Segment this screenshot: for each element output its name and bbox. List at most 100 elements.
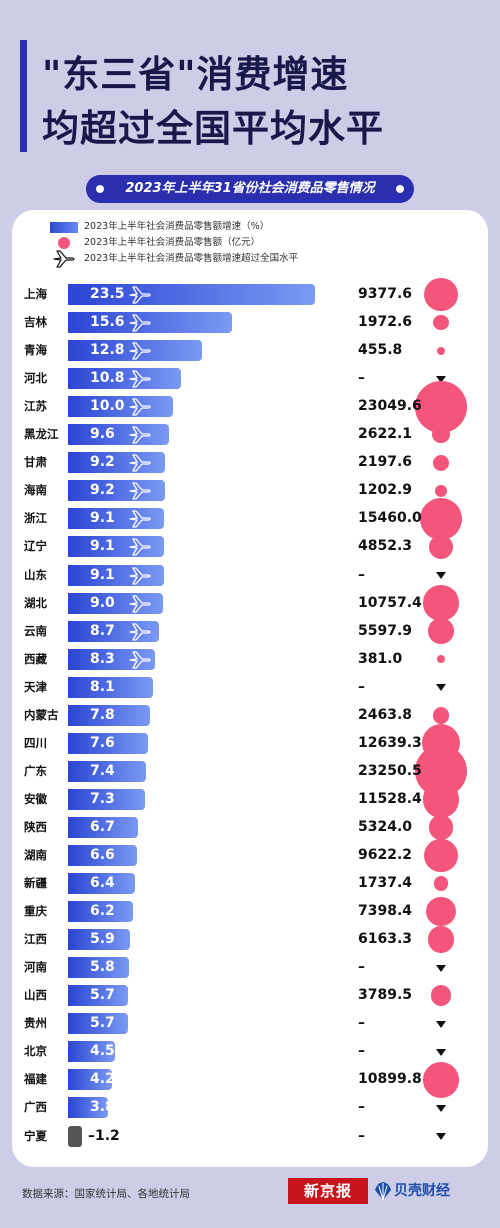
retail-bubble (424, 277, 458, 311)
title-accent-bar (20, 40, 27, 152)
subtitle-dot-left (96, 185, 104, 193)
legend-above-label: 2023年上半年社会消费品零售额增速超过全国水平 (84, 253, 299, 264)
beike-shell-icon (375, 1182, 391, 1201)
airplane-icon (129, 482, 151, 500)
province-label: 江西 (24, 932, 47, 947)
airplane-icon (129, 314, 151, 332)
growth-value-label: 4.2 (90, 1071, 115, 1088)
retail-bubble (428, 815, 454, 840)
province-label: 吉林 (24, 315, 47, 330)
retail-bubble (415, 380, 467, 433)
airplane-icon (129, 342, 151, 360)
province-label: 广西 (24, 1100, 47, 1115)
retail-bubble (422, 781, 460, 818)
page-title-line1: "东三省"消费增速 (42, 53, 349, 96)
retail-value-label: 381.0 (358, 650, 403, 667)
province-label: 海南 (24, 483, 47, 498)
growth-value-label: 8.7 (90, 622, 115, 639)
retail-bubble (433, 454, 449, 471)
retail-value-label: 5597.9 (358, 622, 413, 639)
missing-data-marker (436, 964, 446, 972)
chart-subtitle: 2023年上半年31省份社会消费品零售情况 (125, 181, 375, 196)
growth-value-label: 8.1 (90, 678, 115, 695)
retail-bubble (429, 535, 453, 559)
airplane-icon (53, 250, 75, 268)
missing-data-marker (436, 1133, 446, 1140)
retail-bubble (423, 585, 459, 621)
missing-data-marker (436, 1048, 446, 1056)
province-label: 广东 (24, 763, 47, 778)
growth-value-label: 9.1 (90, 566, 115, 583)
retail-bubble (433, 876, 449, 891)
province-label: 河北 (24, 371, 47, 386)
retail-bubble (437, 346, 445, 355)
retail-bubble (437, 655, 445, 664)
growth-value-label: –1.2 (88, 1127, 120, 1144)
airplane-icon (129, 510, 151, 529)
growth-value-label: 5.8 (90, 959, 115, 976)
subtitle-dot-right (396, 185, 404, 193)
growth-bar (68, 648, 156, 670)
airplane-icon (129, 566, 151, 585)
province-label: 上海 (24, 287, 47, 301)
province-label: 辽宁 (24, 539, 47, 554)
growth-value-label: 5.7 (90, 1015, 115, 1032)
growth-bar (68, 424, 169, 446)
province-label: 内蒙古 (24, 707, 59, 722)
retail-value-label: – (358, 1043, 365, 1060)
growth-bar (68, 368, 182, 390)
growth-bar (68, 564, 164, 586)
retail-value-label: – (358, 370, 365, 387)
retail-value-label: – (358, 1099, 365, 1116)
missing-data-marker (436, 572, 446, 579)
growth-bar (68, 1097, 108, 1119)
airplane-icon (129, 426, 151, 444)
airplane-icon (129, 538, 151, 557)
retail-bubble (428, 618, 454, 644)
missing-data-marker (436, 1020, 446, 1028)
retail-bubble (427, 926, 455, 954)
retail-bubble (430, 985, 452, 1007)
growth-value-label: 6.2 (90, 903, 115, 920)
province-label: 西藏 (24, 651, 47, 666)
retail-value-label: – (358, 959, 365, 976)
retail-value-label: 9377.6 (358, 286, 413, 302)
retail-value-label: 1972.6 (358, 314, 413, 331)
growth-value-label: 10.8 (90, 370, 125, 387)
airplane-icon (129, 622, 151, 641)
airplane-icon (129, 286, 151, 304)
retail-value-label: – (358, 1127, 365, 1144)
retail-bubble (435, 484, 447, 497)
growth-bar (68, 760, 146, 782)
growth-bar (68, 620, 160, 642)
province-label: 江苏 (24, 399, 47, 414)
province-label: 云南 (24, 623, 47, 638)
legend-bubble-swatch (58, 237, 70, 249)
growth-value-label: 7.6 (90, 734, 115, 751)
growth-bar (68, 396, 173, 418)
growth-value-label: 9.2 (90, 454, 115, 471)
retail-value-label: 15460.0 (358, 510, 422, 527)
province-label: 河南 (24, 960, 47, 975)
chart-subtitle-pill: 2023年上半年31省份社会消费品零售情况 (86, 175, 414, 203)
retail-value-label: 23049.6 (358, 398, 422, 415)
province-label: 山东 (24, 567, 47, 582)
growth-value-label: 7.3 (90, 790, 115, 807)
growth-value-label: 5.7 (90, 987, 115, 1004)
missing-data-marker (436, 1104, 446, 1112)
growth-bar (68, 704, 150, 726)
province-label: 陕西 (24, 819, 47, 834)
retail-value-label: 2622.1 (358, 426, 413, 443)
growth-value-label: 9.0 (90, 594, 115, 611)
province-label: 北京 (24, 1044, 47, 1059)
province-label: 湖南 (24, 848, 47, 862)
growth-value-label: 10.0 (90, 398, 125, 415)
growth-value-label: 8.3 (90, 650, 115, 667)
growth-value-label: 15.6 (90, 314, 125, 331)
growth-bar (68, 1041, 116, 1063)
growth-value-label: 4.5 (90, 1043, 115, 1060)
airplane-icon (129, 370, 151, 388)
retail-value-label: 7398.4 (358, 903, 413, 920)
